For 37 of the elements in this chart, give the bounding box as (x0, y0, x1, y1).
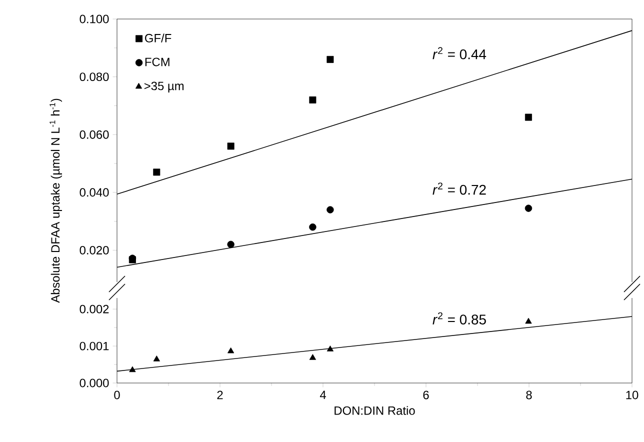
y-tick-label: 0.000 (80, 378, 109, 388)
point (228, 347, 234, 354)
point (309, 354, 316, 360)
x-tick-label: 2 (217, 390, 223, 400)
point (227, 240, 234, 248)
x-tick-label: 4 (320, 390, 326, 399)
point (153, 168, 160, 176)
y-tick-label: 0.080 (80, 72, 109, 82)
x-tick-label: 10 (626, 390, 638, 400)
point (309, 223, 316, 231)
x-tick-label: 6 (423, 390, 429, 400)
point (326, 346, 334, 352)
point (524, 114, 532, 121)
y-tick-label: 0.002 (80, 304, 109, 314)
y-tick-label: 0.060 (80, 130, 109, 139)
y-tick-label: 0.020 (80, 246, 109, 254)
x-tick-label: 0 (114, 390, 120, 400)
point (129, 366, 136, 372)
annotation: r$^{2}$ = 0.85 (432, 312, 486, 324)
point (524, 204, 532, 212)
y-tick-label: 0.040 (80, 188, 109, 197)
y-tick-label: 0.100 (80, 14, 109, 24)
y-tick-label: 0.001 (80, 342, 109, 350)
legend-label: FCM (145, 58, 170, 66)
x-axis-title: DON:DIN Ratio (334, 406, 415, 415)
point (326, 206, 334, 214)
point (309, 96, 316, 104)
point (227, 142, 234, 150)
legend-label: GF/F (145, 34, 172, 42)
legend-label: >35 µm (144, 82, 184, 93)
point (153, 356, 160, 362)
point (525, 318, 532, 324)
annotation: r$^{2}$ = 0.72 (432, 182, 486, 195)
point (326, 56, 334, 63)
x-tick-label: 8 (526, 390, 532, 400)
y-axis-title: Absolute DFAA uptake (µmol N L$^{-1}$ h$^{-1}$) (50, 98, 62, 303)
annotation: r$^{2}$ = 0.44 (432, 47, 486, 60)
